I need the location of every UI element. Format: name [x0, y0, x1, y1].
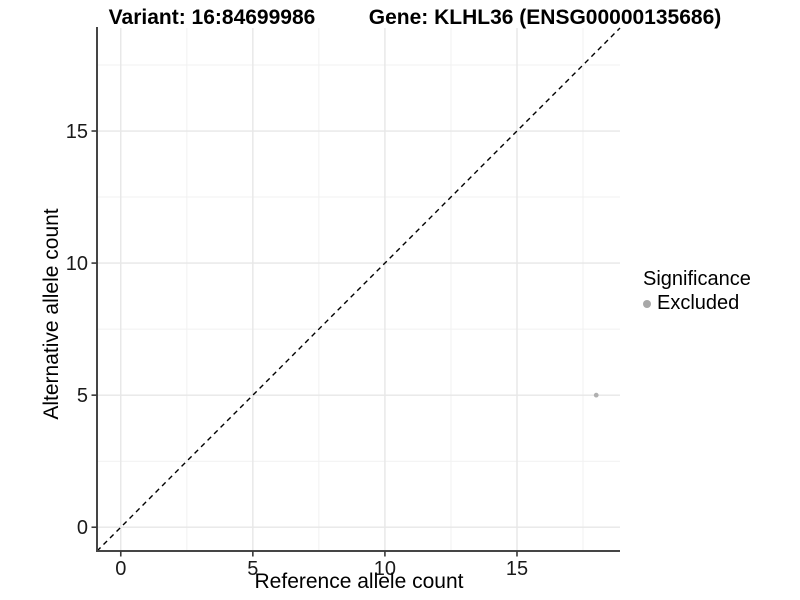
identity-dashed-line [96, 27, 621, 552]
legend: Significance Excluded [640, 268, 751, 315]
x-tick-label: 0 [115, 558, 126, 580]
legend-item-excluded: Excluded [640, 292, 751, 315]
y-tick-label: 15 [66, 121, 88, 143]
data-point [593, 392, 599, 398]
y-axis-title: Alternative allele count [40, 208, 63, 420]
legend-title: Significance [643, 268, 751, 290]
variant-title: Variant: 16:84699986 [108, 6, 316, 29]
gene-title: Gene: KLHL36 (ENSG00000135686) [368, 6, 722, 29]
x-tick-label: 15 [506, 558, 528, 580]
y-tick-label: 10 [66, 253, 88, 275]
legend-key-dot-icon [643, 299, 651, 308]
y-tick-label: 0 [77, 517, 88, 539]
legend-item-label: Excluded [657, 292, 740, 314]
y-tick-label: 5 [77, 385, 88, 407]
x-axis-title: Reference allele count [254, 570, 464, 593]
x-tick-label: 10 [374, 558, 396, 580]
x-tick-label: 5 [247, 558, 258, 580]
